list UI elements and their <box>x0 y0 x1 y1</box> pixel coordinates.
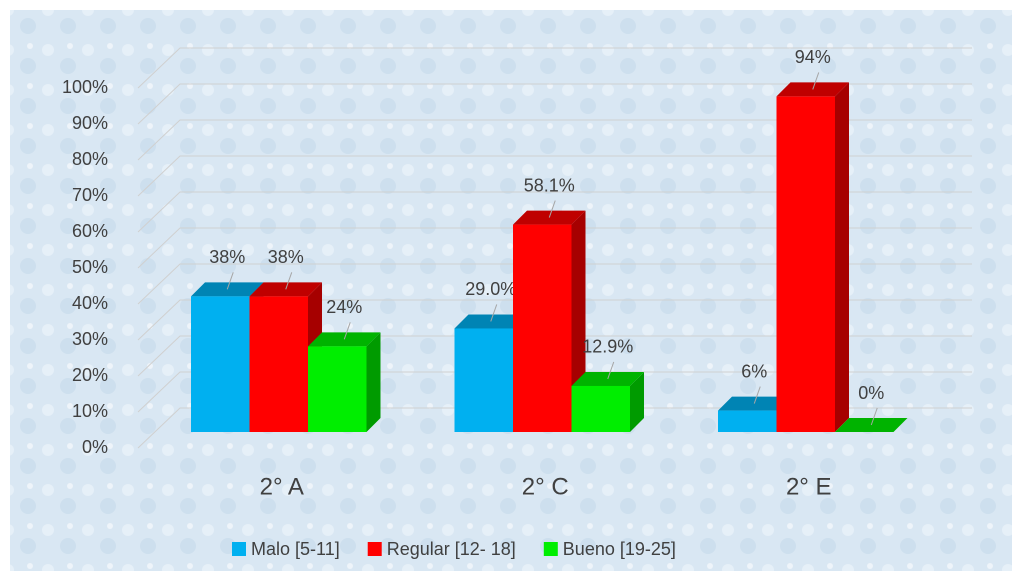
leader-line <box>753 386 761 404</box>
value-label: 58.1% <box>524 175 575 195</box>
bar-face <box>835 82 849 433</box>
leader-line <box>812 72 820 90</box>
y-tick-label: 50% <box>72 257 108 277</box>
legend-label: Bueno [19-25] <box>563 539 676 559</box>
bar-face <box>308 346 367 432</box>
grid-line <box>137 227 972 269</box>
y-tick-label: 0% <box>82 437 108 457</box>
grid-line <box>137 83 972 125</box>
bar-face <box>630 371 644 432</box>
y-tick-label: 40% <box>72 293 108 313</box>
bar <box>571 371 644 432</box>
legend-swatch <box>543 542 558 556</box>
bar <box>776 82 849 433</box>
value-label: 6% <box>741 361 767 381</box>
grid-line <box>137 119 972 161</box>
legend-label: Regular [12- 18] <box>387 539 516 559</box>
bar-face <box>249 296 308 432</box>
grid-line <box>137 299 972 341</box>
bar-face <box>718 410 777 432</box>
y-tick-label: 30% <box>72 329 108 349</box>
y-tick-label: 80% <box>72 149 108 169</box>
value-label: 38% <box>209 247 245 267</box>
y-tick-label: 90% <box>72 113 108 133</box>
x-tick-label: 2° E <box>786 473 832 500</box>
x-tick-label: 2° A <box>260 473 304 500</box>
value-label: 29.0% <box>465 279 516 299</box>
leader-line <box>226 272 234 290</box>
leader-line <box>548 200 556 218</box>
legend-swatch <box>367 542 382 556</box>
value-label: 12.9% <box>582 337 633 357</box>
leader-line <box>343 322 351 340</box>
bar-face <box>191 296 250 432</box>
y-tick-label: 100% <box>62 77 108 97</box>
grid-line <box>137 191 972 233</box>
leader-line <box>607 361 615 380</box>
bar-face <box>454 328 513 432</box>
bar-face <box>366 332 381 432</box>
x-tick-label: 2° C <box>522 473 569 500</box>
leader-line <box>870 407 878 426</box>
bar-face <box>513 224 572 432</box>
bar <box>308 332 381 432</box>
bar-face <box>571 385 630 432</box>
grid-line <box>137 263 972 305</box>
bar-face <box>776 96 835 433</box>
y-tick-label: 70% <box>72 185 108 205</box>
y-tick-label: 20% <box>72 365 108 385</box>
value-label: 94% <box>795 47 831 67</box>
y-tick-label: 60% <box>72 221 108 241</box>
value-label: 24% <box>326 297 362 317</box>
legend-label: Malo [5-11] <box>251 539 340 559</box>
y-tick-label: 10% <box>72 401 108 421</box>
grid-line <box>137 47 972 89</box>
grid-line <box>137 371 972 413</box>
grid-line <box>137 335 972 377</box>
legend-swatch <box>232 542 246 556</box>
value-label: 0% <box>858 383 884 403</box>
leader-line <box>490 304 498 322</box>
leader-line <box>285 272 293 290</box>
grid-line <box>137 407 972 449</box>
grid-line <box>137 155 972 197</box>
value-label: 38% <box>268 247 304 267</box>
